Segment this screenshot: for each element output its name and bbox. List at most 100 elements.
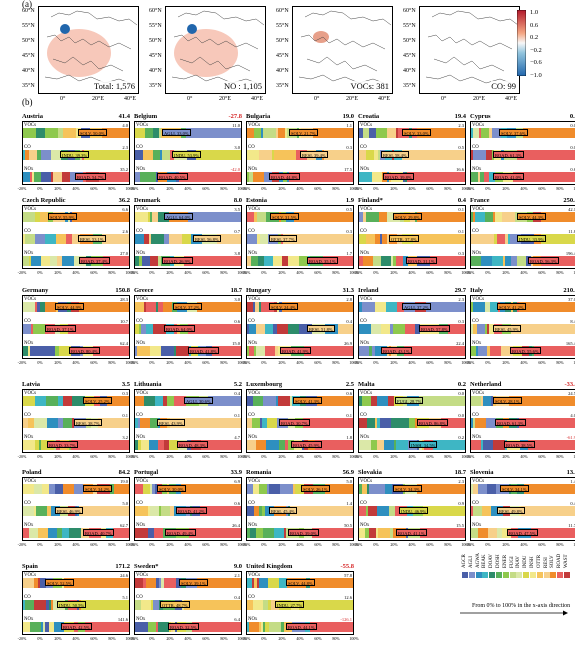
- species-label: CO: [136, 145, 143, 150]
- x-tick: 0%: [37, 454, 43, 459]
- x-tick: 100%: [125, 186, 135, 191]
- dominant-sector-segment: [85, 622, 129, 632]
- dominant-sector-segment: [186, 256, 241, 266]
- dominant-sector-segment: [285, 234, 353, 244]
- species-label: CO: [24, 501, 31, 506]
- species-label: VOCs: [248, 123, 260, 128]
- dominant-sector-segment: [200, 506, 241, 516]
- stacked-segment: [63, 418, 72, 428]
- dominant-sector-segment: [107, 396, 129, 406]
- stacked-segment: [259, 506, 262, 516]
- lon-tick: 20°E: [92, 96, 105, 102]
- x-tick: 100%: [125, 360, 135, 365]
- x-tick: 0%: [37, 270, 43, 275]
- x-tick: 100%: [573, 360, 575, 365]
- stacked-segment: [25, 600, 34, 610]
- species-label: NOx: [24, 251, 34, 256]
- stacked-segment: [359, 150, 364, 160]
- x-tick: 0%: [261, 454, 267, 459]
- stacked-segment: [359, 324, 371, 334]
- bar-row-nox: NOx 15.0 ROAD, 41.8%: [135, 341, 241, 356]
- x-tick: -20%: [17, 186, 27, 191]
- bar-row-co: CO 0.4 RESI, 49.8%: [471, 501, 575, 516]
- lat-tick: 45°N: [403, 53, 416, 59]
- dominant-sector-segment: [521, 302, 575, 312]
- x-tick: 60%: [202, 636, 210, 641]
- stacked-segment: [374, 150, 378, 160]
- country-total: 41.4: [118, 113, 130, 120]
- stacked-segment: [143, 150, 153, 160]
- country-total: 56.9: [342, 469, 354, 476]
- stacked-segment: [471, 440, 481, 450]
- species-label: NOx: [136, 167, 146, 172]
- stacked-segment: [25, 150, 29, 160]
- species-label: VOCs: [248, 391, 260, 396]
- dominant-sector-label: SOLV, 55.9%: [48, 213, 77, 220]
- stacked-segment: [146, 324, 153, 334]
- bar-plot-area: VOCs 2.1 SOLV, 39.1% CO 0.4 OTTR, 48.7% NOx 6.4…: [134, 571, 242, 635]
- species-label: VOCs: [136, 123, 148, 128]
- dominant-sector-label: SOLV, 34.3%: [393, 485, 422, 492]
- stacked-segment: [42, 484, 49, 494]
- legend-swatch: [496, 572, 502, 578]
- stacked-segment: [135, 172, 140, 182]
- x-tick: 0%: [149, 542, 155, 547]
- stacked-segment: [29, 150, 37, 160]
- dominant-sector-label: ROAD, 55.6%: [510, 347, 541, 354]
- legend-label: ROAD: [557, 553, 563, 568]
- lat-tick: 60°N: [276, 8, 289, 14]
- species-value: 27.0: [120, 251, 128, 256]
- stacked-segment: [396, 440, 408, 450]
- stacked-segment: [272, 150, 274, 160]
- stacked-segment: [377, 440, 384, 450]
- stacked-segment: [158, 256, 161, 266]
- dominant-sector-label: RESI, 51.8%: [307, 325, 335, 332]
- stacked-segment: [160, 150, 162, 160]
- stacked-segment: [393, 256, 396, 266]
- lat-tick: 45°N: [22, 53, 35, 59]
- dominant-sector-segment: [98, 418, 129, 428]
- species-label: NOx: [24, 435, 34, 440]
- lon-tick: 0°: [187, 96, 193, 102]
- lat-tick: 35°N: [22, 83, 35, 89]
- species-label: CO: [360, 501, 367, 506]
- x-tick: 100%: [349, 360, 359, 365]
- species-label: CO: [248, 595, 255, 600]
- bar-row-nox: NOx 35.2 ROAD, 54.7%: [23, 167, 129, 182]
- species-value: 24.5: [568, 391, 575, 396]
- stacked-segment: [502, 212, 515, 222]
- dominant-sector-segment: [315, 440, 353, 450]
- x-axis: -20% 0% 20% 40% 60% 80% 100%: [130, 270, 247, 276]
- country-panel: Malta 0.2 VOCs 0.0 FUGI, 28.7% CO 0.0 ROAD, 86.…: [354, 381, 471, 461]
- stacked-segment: [150, 418, 158, 428]
- bar-row-nox: NOx 165.4 ROAD, 55.6%: [471, 341, 575, 356]
- dominant-sector-segment: [79, 506, 129, 516]
- legend-swatch: [530, 572, 536, 578]
- stacked-segment: [41, 622, 43, 632]
- dominant-sector-segment: [404, 346, 465, 356]
- stacked-segment: [473, 506, 482, 516]
- stacked-segment: [45, 234, 56, 244]
- stacked-segment: [275, 346, 278, 356]
- species-value: 37.0: [568, 297, 575, 302]
- species-label: VOCs: [248, 207, 260, 212]
- dominant-sector-label: FUGI, 28.7%: [395, 397, 424, 404]
- lat-tick: 60°N: [22, 8, 35, 14]
- dominant-sector-segment: [184, 600, 241, 610]
- x-axis: -20% 0% 20% 40% 60% 80% 100%: [18, 454, 135, 460]
- stacked-segment: [58, 128, 63, 138]
- map-caption: NO : 1,105: [223, 81, 262, 91]
- stacked-segment: [387, 234, 389, 244]
- x-tick: 20%: [502, 186, 510, 191]
- x-tick: 40%: [72, 636, 80, 641]
- species-value: 6.6: [122, 207, 128, 212]
- lon-tick: 0°: [441, 96, 447, 102]
- colorbar-tick: −0.6: [530, 59, 542, 66]
- species-value: 0.6: [570, 167, 575, 172]
- stacked-segment: [486, 172, 489, 182]
- species-value: 0.0: [458, 391, 464, 396]
- x-tick: 60%: [314, 270, 322, 275]
- dominant-sector-segment: [534, 346, 575, 356]
- bar-row-nox: NOx 4.7 ROAD, 48.3%: [135, 435, 241, 450]
- species-label: CO: [248, 501, 255, 506]
